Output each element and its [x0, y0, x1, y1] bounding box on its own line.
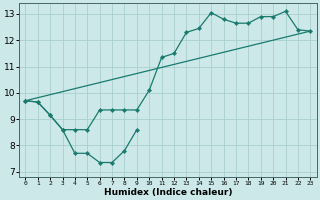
X-axis label: Humidex (Indice chaleur): Humidex (Indice chaleur): [104, 188, 232, 197]
